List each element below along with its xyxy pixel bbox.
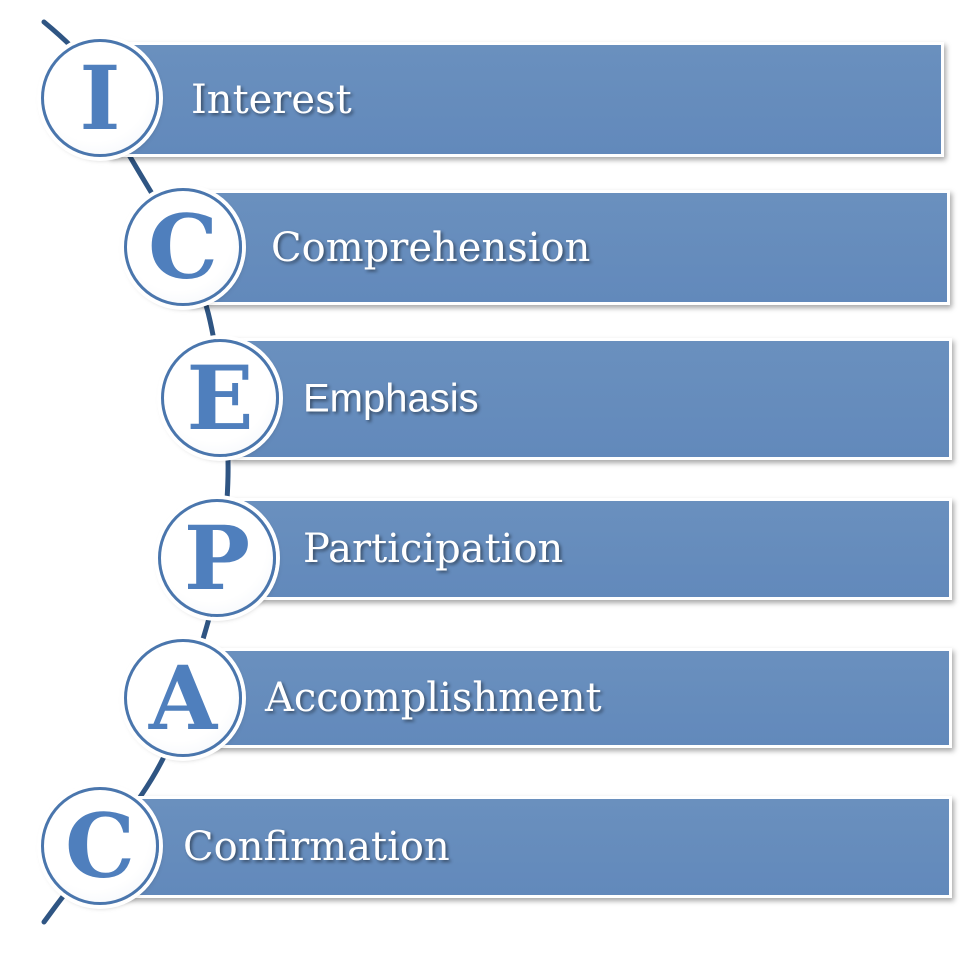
badge-letter-i: I	[79, 46, 121, 150]
badge-e: E	[161, 339, 279, 457]
badge-p: P	[158, 499, 276, 617]
bar-emphasis: Emphasis	[228, 338, 952, 460]
badge-letter-a: A	[148, 646, 218, 750]
badge-letter-e: E	[186, 346, 254, 450]
badge-letter-c2: C	[64, 794, 136, 898]
bar-label-accomplishment: Accomplishment	[265, 675, 602, 721]
badge-i: I	[41, 39, 159, 157]
bar-comprehension: Comprehension	[188, 190, 950, 305]
badge-c: C	[124, 188, 242, 306]
bar-label-comprehension: Comprehension	[271, 224, 591, 271]
badge-a: A	[124, 639, 242, 757]
bar-interest: Interest	[108, 42, 944, 157]
connector-line	[41, 19, 231, 925]
bar-label-confirmation: Confirmation	[183, 824, 450, 870]
bar-label-emphasis: Emphasis	[303, 376, 479, 421]
badge-letter-c: C	[147, 195, 219, 299]
badge-letter-p: P	[183, 506, 251, 610]
bar-participation: Participation	[224, 498, 952, 600]
bar-label-interest: Interest	[191, 76, 352, 123]
bar-accomplishment: Accomplishment	[192, 648, 952, 748]
bar-label-participation: Participation	[303, 526, 564, 572]
badge-c2: C	[41, 787, 159, 905]
bar-confirmation: Confirmation	[108, 796, 952, 898]
